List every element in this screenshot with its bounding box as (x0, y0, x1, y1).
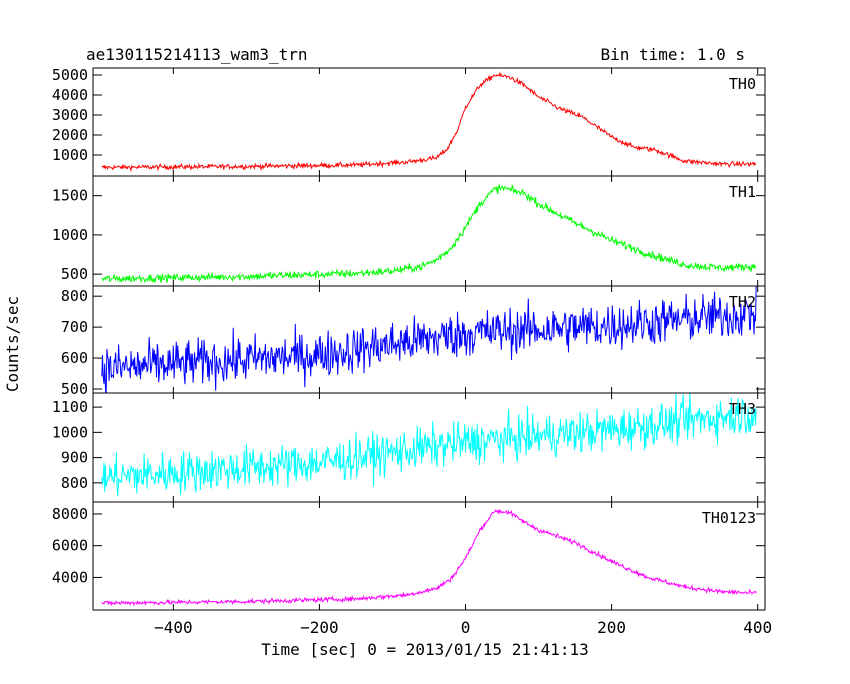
panel-th0123: 4000 6000 8000 TH0123 (52, 501, 766, 611)
panel-th0: 1000 2000 3000 4000 5000 TH0 (52, 66, 766, 177)
y-tick-label: 500 (61, 380, 88, 398)
panel-frame (92, 392, 766, 503)
y-axis-label: Counts/sec (3, 296, 22, 392)
panel-label-th0123: TH0123 (702, 509, 756, 527)
x-tick-label: −400 (154, 618, 193, 637)
y-tick-label: 2000 (52, 126, 88, 144)
chart-title: ae130115214113_wam3_trn (86, 45, 308, 64)
panel-frame (92, 175, 766, 287)
y-tick-label: 800 (61, 287, 88, 305)
y-tick-label: 4000 (52, 86, 88, 104)
y-tick-label: 1500 (52, 187, 88, 205)
y-tick-label: 500 (61, 265, 88, 283)
y-tick-label: 3000 (52, 106, 88, 124)
x-tick-label: 200 (597, 618, 626, 637)
panel-th2: 500 600 700 800 TH2 (61, 285, 766, 398)
y-tick-label: 900 (61, 449, 88, 467)
y-tick-label: 6000 (52, 537, 88, 555)
series-line-th2 (101, 286, 757, 393)
panel-label-th0: TH0 (729, 75, 756, 93)
y-tick-label: 1000 (52, 423, 88, 441)
y-tick-label: 1000 (52, 146, 88, 164)
chart-subtitle: Bin time: 1.0 s (601, 45, 746, 64)
panel-frame (92, 501, 766, 611)
panel-label-th3: TH3 (729, 400, 756, 418)
x-tick-label: 0 (461, 618, 471, 637)
y-tick-label: 8000 (52, 505, 88, 523)
y-tick-label: 4000 (52, 568, 88, 586)
x-tick-label: 400 (743, 618, 772, 637)
y-tick-label: 1000 (52, 226, 88, 244)
panel-th1: 500 1000 1500 TH1 (52, 175, 766, 287)
x-tick-label: −200 (300, 618, 339, 637)
y-tick-label: 800 (61, 474, 88, 492)
series-line-th0 (101, 71, 757, 173)
panel-frame (92, 67, 766, 177)
y-tick-label: 600 (61, 349, 88, 367)
panel-th3: 800 900 1000 1100 TH3 (52, 392, 766, 503)
y-tick-label: 1100 (52, 398, 88, 416)
panel-label-th2: TH2 (729, 293, 756, 311)
y-tick-label: 700 (61, 318, 88, 336)
series-line-th1 (101, 183, 757, 284)
series-line-th0123 (101, 509, 757, 607)
y-tick-label: 5000 (52, 66, 88, 84)
panel-label-th1: TH1 (729, 183, 756, 201)
series-line-th3 (101, 393, 757, 497)
x-axis-label: Time [sec] 0 = 2013/01/15 21:41:13 (261, 640, 589, 659)
